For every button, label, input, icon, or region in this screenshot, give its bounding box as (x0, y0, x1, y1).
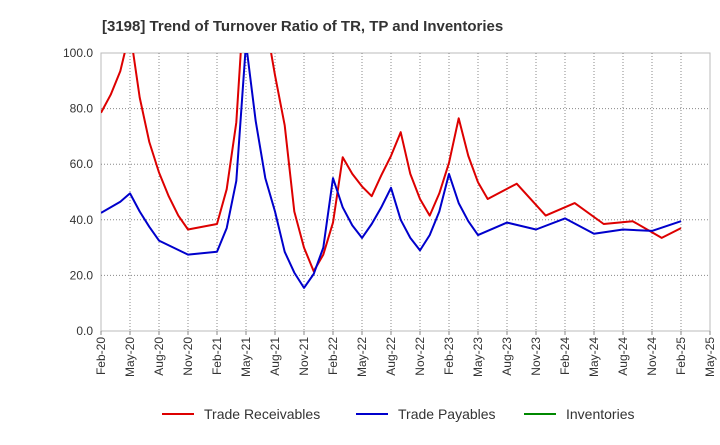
plot-frame (100, 52, 711, 332)
x-tick-label: Aug-22 (384, 337, 398, 376)
legend-label: Trade Receivables (204, 406, 320, 422)
y-tick-label: 0.0 (76, 324, 93, 338)
y-tick-label: 20.0 (70, 268, 94, 282)
x-tick-label: Feb-20 (94, 337, 108, 375)
gridlines (100, 52, 711, 332)
x-tick-label: Feb-23 (442, 337, 456, 375)
legend: Trade Receivables Trade Payables Inventori… (162, 406, 634, 422)
y-tick-label: 100.0 (63, 46, 93, 60)
x-tick-label: Aug-20 (152, 337, 166, 376)
x-tick-label: Feb-21 (210, 337, 224, 375)
x-tick-label: Nov-21 (297, 337, 311, 376)
x-tick-label: Aug-21 (268, 337, 282, 376)
x-tick-label: Feb-22 (326, 337, 340, 375)
chart-title: [3198] Trend of Turnover Ratio of TR, TP… (102, 18, 503, 35)
x-tick-label: May-21 (239, 337, 253, 377)
legend-label: Trade Payables (398, 406, 496, 422)
x-tick-label: May-23 (471, 337, 485, 377)
x-axis: Feb-20 May-20 Aug-20 Nov-20 Feb-21 May-21 Aug-… (94, 331, 717, 377)
x-tick-label: May-20 (123, 337, 137, 377)
x-tick-label: Feb-24 (558, 337, 572, 375)
legend-label: Inventories (566, 406, 634, 422)
series-line-trade-payables (101, 53, 682, 289)
x-tick-label: May-22 (355, 337, 369, 377)
x-tick-label: Nov-23 (529, 337, 543, 376)
x-tick-label: May-24 (587, 337, 601, 377)
x-tick-label: Aug-23 (500, 337, 514, 376)
x-tick-label: Nov-22 (413, 337, 427, 376)
y-tick-label: 60.0 (70, 157, 94, 171)
y-tick-label: 80.0 (70, 102, 94, 116)
x-tick-label: Aug-24 (616, 337, 630, 376)
x-tick-label: Nov-24 (645, 337, 659, 376)
y-axis: 0.0 20.0 40.0 60.0 80.0 100.0 (63, 46, 93, 338)
x-tick-label: Nov-20 (181, 337, 195, 376)
y-tick-label: 40.0 (70, 213, 94, 227)
series-lines (101, 53, 682, 289)
x-tick-label: May-25 (703, 337, 717, 377)
x-tick-label: Feb-25 (674, 337, 688, 375)
